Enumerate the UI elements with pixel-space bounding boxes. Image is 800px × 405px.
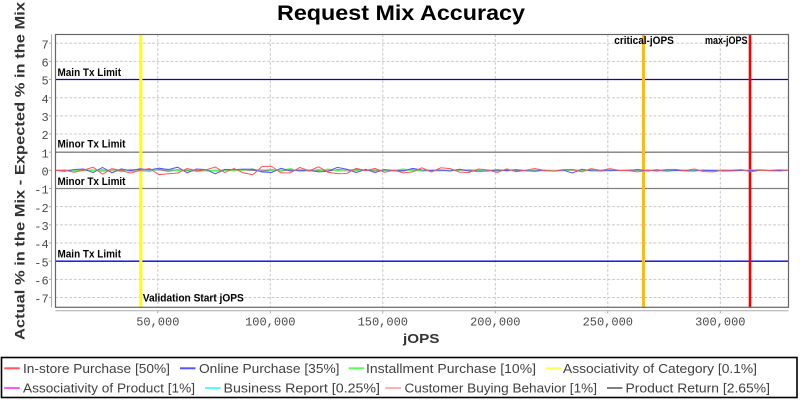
svg-text:critical-jOPS: critical-jOPS [614,35,674,47]
svg-text:Request Mix Accuracy: Request Mix Accuracy [277,2,525,25]
svg-text:-7: -7 [34,293,48,307]
svg-text:100,000: 100,000 [245,315,295,329]
svg-text:-2: -2 [34,202,48,216]
svg-text:5: 5 [41,75,48,89]
svg-text:Associativity of Product [1%]: Associativity of Product [1%] [23,381,195,396]
svg-text:50,000: 50,000 [136,315,179,329]
svg-text:In-store Purchase [50%]: In-store Purchase [50%] [23,361,170,376]
svg-text:Main Tx Limit: Main Tx Limit [58,67,122,79]
svg-text:Online Purchase [35%]: Online Purchase [35%] [199,361,340,376]
svg-text:Minor Tx Limit: Minor Tx Limit [58,176,126,188]
svg-text:3: 3 [41,111,48,125]
svg-text:-5: -5 [34,256,48,270]
svg-text:7: 7 [41,38,48,52]
svg-text:Customer Buying Behavior [1%]: Customer Buying Behavior [1%] [405,381,598,396]
svg-text:Validation Start jOPS: Validation Start jOPS [143,293,244,305]
svg-text:Minor Tx Limit: Minor Tx Limit [58,139,126,151]
svg-text:Main Tx Limit: Main Tx Limit [58,248,122,260]
svg-text:250,000: 250,000 [583,315,633,329]
svg-text:2: 2 [41,129,48,143]
svg-text:-4: -4 [34,238,48,252]
svg-text:-3: -3 [34,220,48,234]
svg-text:300,000: 300,000 [695,315,745,329]
svg-text:-6: -6 [34,274,48,288]
svg-text:Business Report [0.25%]: Business Report [0.25%] [224,381,381,396]
svg-text:200,000: 200,000 [470,315,520,329]
svg-text:Product Return [2.65%]: Product Return [2.65%] [626,381,771,396]
svg-text:1: 1 [41,147,48,161]
svg-text:max-jOPS: max-jOPS [705,35,748,47]
svg-text:Associativity of Category [0.1: Associativity of Category [0.1%] [563,361,757,376]
svg-text:0: 0 [41,165,48,179]
svg-text:6: 6 [41,56,48,70]
svg-text:jOPS: jOPS [402,331,440,346]
svg-text:Actual % in the Mix - Expected: Actual % in the Mix - Expected % in the … [12,2,28,340]
svg-text:150,000: 150,000 [358,315,408,329]
svg-text:-1: -1 [34,184,48,198]
svg-text:Installment Purchase [10%]: Installment Purchase [10%] [366,361,536,376]
svg-text:4: 4 [41,93,48,107]
